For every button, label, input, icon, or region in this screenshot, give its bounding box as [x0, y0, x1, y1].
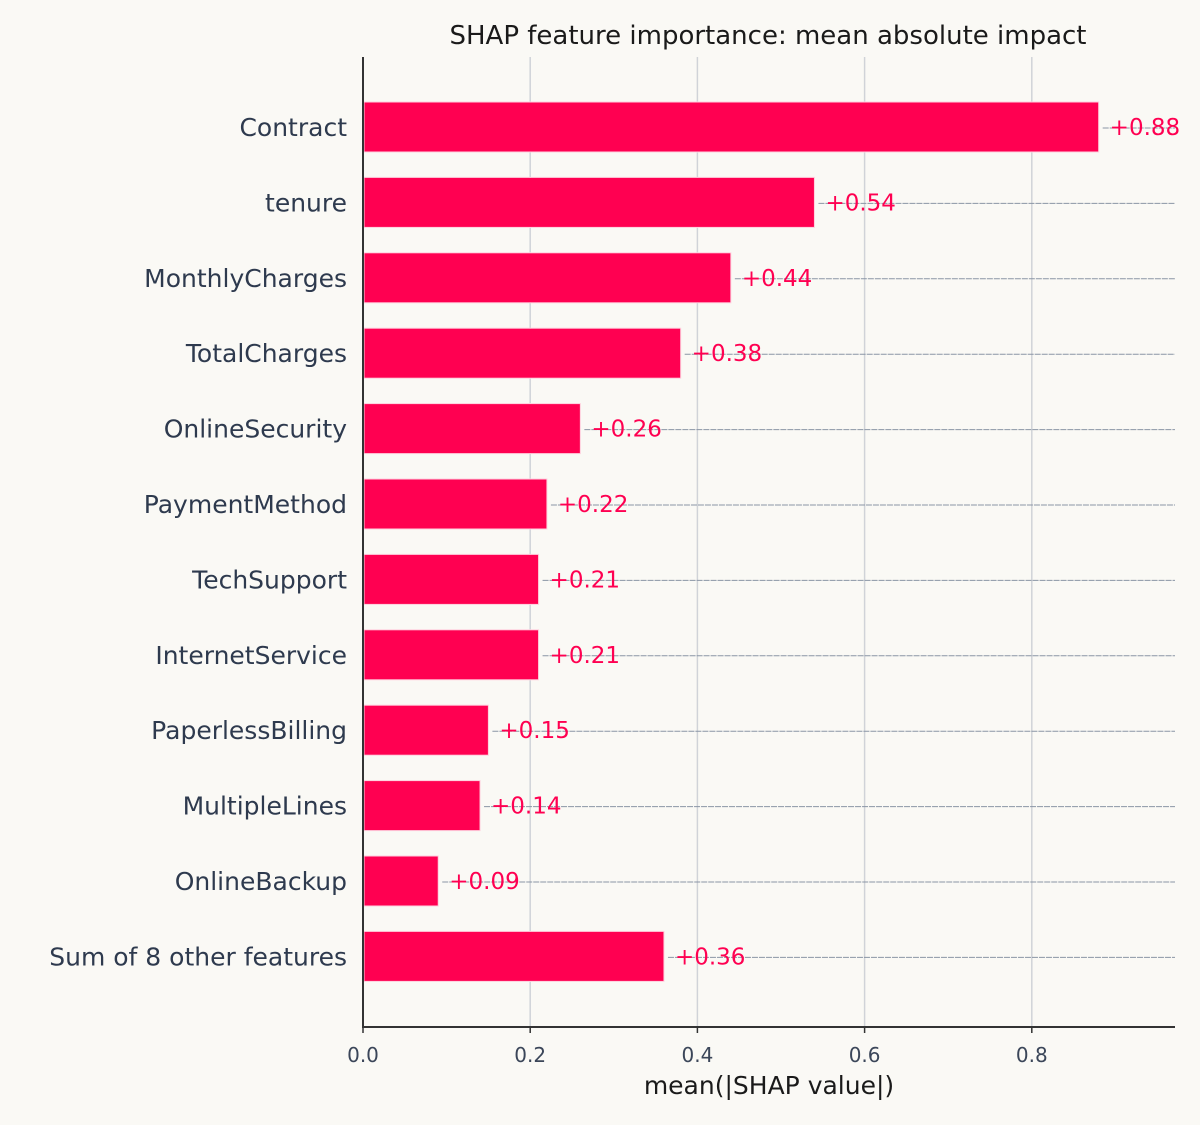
y-tick-label: TechSupport [191, 565, 347, 594]
y-axis-labels: Contract tenure MonthlyCharges TotalCharges… [49, 113, 347, 971]
row-guide-lines [442, 127, 1175, 958]
bar-value-label: +0.22 [558, 492, 628, 518]
bar [363, 704, 489, 756]
x-axis-ticks: 0.0 0.2 0.4 0.6 0.8 [347, 1027, 1048, 1067]
bar [363, 176, 815, 228]
bar [363, 101, 1100, 153]
y-tick-label: MonthlyCharges [144, 264, 347, 293]
bar [363, 629, 540, 681]
bar [363, 403, 581, 455]
bar-value-label: +0.44 [742, 266, 812, 292]
x-tick-label: 0.6 [849, 1043, 881, 1067]
bar [363, 478, 548, 530]
bar [363, 553, 540, 605]
bar-value-label: +0.21 [550, 643, 620, 669]
bar [363, 855, 439, 907]
bar [363, 327, 682, 379]
y-tick-label: PaperlessBilling [151, 716, 347, 745]
bar [363, 780, 481, 832]
bar-value-label: +0.38 [692, 341, 762, 367]
x-tick-label: 0.2 [514, 1043, 546, 1067]
y-tick-label: Contract [239, 113, 347, 142]
x-tick-label: 0.8 [1016, 1043, 1048, 1067]
y-tick-label: tenure [265, 188, 347, 217]
bar-value-label: +0.15 [499, 718, 569, 744]
bars [363, 101, 1100, 982]
bar-value-label: +0.26 [591, 417, 661, 443]
y-tick-label: MultipleLines [183, 792, 347, 821]
y-tick-label: InternetService [155, 641, 347, 670]
x-tick-label: 0.0 [347, 1043, 379, 1067]
bar-value-label: +0.88 [1110, 115, 1180, 141]
x-tick-label: 0.4 [681, 1043, 713, 1067]
bar [363, 930, 665, 982]
bar-value-label: +0.36 [675, 944, 745, 970]
y-tick-label: OnlineSecurity [164, 415, 348, 444]
bar-value-label: +0.09 [449, 869, 519, 895]
bar-value-label: +0.54 [825, 190, 895, 216]
bar [363, 252, 732, 304]
y-tick-label: Sum of 8 other features [49, 942, 347, 971]
y-tick-label: OnlineBackup [175, 867, 347, 896]
x-axis-title: mean(|SHAP value|) [644, 1071, 894, 1100]
y-tick-label: PaymentMethod [144, 490, 347, 519]
bar-value-label: +0.21 [550, 567, 620, 593]
chart-title: SHAP feature importance: mean absolute i… [449, 21, 1086, 51]
bar-value-label: +0.14 [491, 794, 561, 820]
value-labels: +0.88 +0.54 +0.44 +0.38 +0.26 +0.22 +0.21 +0.21… [449, 115, 1180, 970]
y-tick-label: TotalCharges [185, 339, 347, 368]
